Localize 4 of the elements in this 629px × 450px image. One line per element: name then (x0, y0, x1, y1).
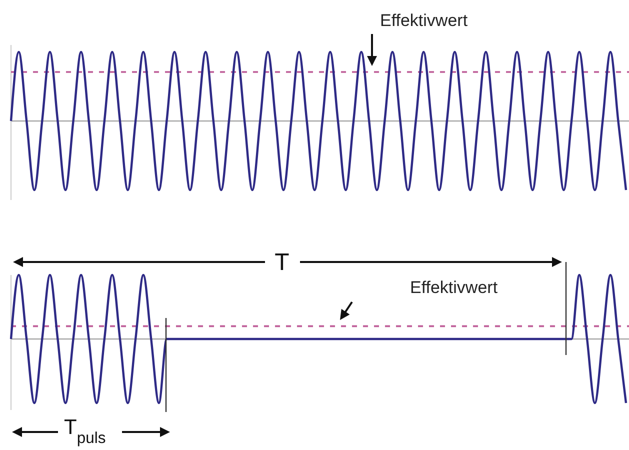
ref-line-label: Effektivwert (380, 11, 468, 30)
ref-line-label: Effektivwert (410, 278, 498, 297)
annotation: T (274, 249, 290, 276)
text: T$_{puls}$ (64, 416, 106, 446)
